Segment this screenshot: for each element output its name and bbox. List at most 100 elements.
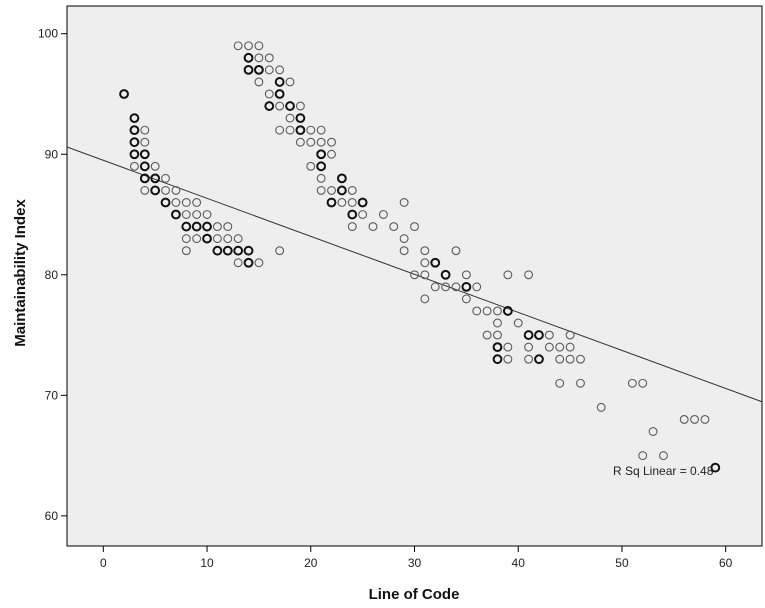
data-point xyxy=(316,173,326,183)
data-point xyxy=(461,294,471,304)
data-point xyxy=(316,149,327,160)
data-point xyxy=(410,270,419,280)
data-point xyxy=(233,258,243,268)
data-point xyxy=(565,342,575,352)
x-tick-label: 0 xyxy=(100,556,107,570)
data-point xyxy=(139,161,150,172)
y-tick-label: 80 xyxy=(45,268,59,282)
data-point xyxy=(420,246,430,256)
x-axis-title: Line of Code xyxy=(369,586,460,603)
data-point xyxy=(378,210,388,219)
data-point xyxy=(254,258,264,268)
data-point xyxy=(306,125,316,135)
data-point xyxy=(555,378,565,388)
data-point xyxy=(202,233,212,244)
data-point xyxy=(524,270,534,280)
data-point xyxy=(243,245,254,256)
data-point xyxy=(306,137,316,147)
data-point xyxy=(160,197,171,208)
data-point xyxy=(627,378,637,388)
data-point xyxy=(493,318,502,328)
y-tick-label: 70 xyxy=(45,388,59,402)
data-point xyxy=(192,234,202,244)
data-point xyxy=(181,234,191,244)
data-point xyxy=(264,89,274,99)
data-point xyxy=(233,234,243,244)
data-point xyxy=(638,451,648,461)
data-point xyxy=(461,270,471,280)
data-point xyxy=(524,354,534,364)
data-point xyxy=(524,342,534,352)
data-point xyxy=(389,222,399,232)
data-point xyxy=(264,65,274,75)
data-point xyxy=(576,378,585,388)
data-point xyxy=(274,89,285,99)
data-point xyxy=(275,101,285,111)
y-tick-label: 90 xyxy=(45,147,59,161)
x-tick-label: 30 xyxy=(408,556,422,570)
data-point xyxy=(327,185,336,195)
data-point xyxy=(710,462,721,473)
data-point xyxy=(638,378,648,388)
data-point xyxy=(648,427,658,436)
data-point xyxy=(191,221,202,232)
data-point xyxy=(420,258,430,268)
data-point xyxy=(357,197,368,208)
data-point xyxy=(243,257,254,268)
data-point xyxy=(420,294,430,304)
data-point xyxy=(565,354,575,364)
y-tick-label: 100 xyxy=(38,27,58,41)
data-point xyxy=(523,330,534,340)
data-point xyxy=(399,246,409,256)
data-point xyxy=(441,282,451,292)
data-point xyxy=(596,402,606,412)
data-point xyxy=(254,53,264,63)
data-point xyxy=(576,354,585,364)
data-point xyxy=(503,354,513,364)
data-point xyxy=(140,137,150,147)
data-point xyxy=(285,77,295,87)
data-point xyxy=(399,198,409,207)
data-point xyxy=(161,185,170,195)
data-point xyxy=(233,245,244,256)
data-point xyxy=(181,246,191,256)
x-tick-label: 20 xyxy=(304,556,318,570)
data-point xyxy=(150,185,161,196)
data-point xyxy=(347,209,358,220)
data-point xyxy=(264,101,275,111)
data-point xyxy=(472,306,482,316)
data-point xyxy=(316,161,327,172)
data-point xyxy=(212,245,223,256)
data-point xyxy=(482,330,492,340)
data-point xyxy=(336,185,347,196)
data-point xyxy=(326,197,337,208)
data-point xyxy=(347,198,357,207)
data-point xyxy=(327,149,336,159)
data-point xyxy=(534,330,544,340)
data-point xyxy=(659,451,668,461)
data-point xyxy=(202,221,212,232)
data-point xyxy=(275,65,285,75)
data-point xyxy=(139,173,150,184)
data-point xyxy=(139,149,150,160)
data-point xyxy=(129,149,140,160)
data-point xyxy=(202,210,212,219)
data-point xyxy=(410,222,419,232)
data-point xyxy=(129,113,140,123)
data-point xyxy=(140,185,150,195)
data-point xyxy=(451,282,461,292)
data-point xyxy=(243,52,254,63)
data-point xyxy=(347,185,357,195)
data-point xyxy=(492,354,503,365)
data-point xyxy=(212,234,222,244)
data-point xyxy=(285,125,295,135)
data-point xyxy=(316,125,326,135)
data-point xyxy=(254,77,264,87)
data-point xyxy=(295,137,305,147)
data-point xyxy=(461,281,472,292)
data-point xyxy=(244,41,253,51)
data-point xyxy=(254,41,264,51)
data-point xyxy=(336,173,347,184)
data-point xyxy=(679,414,689,424)
